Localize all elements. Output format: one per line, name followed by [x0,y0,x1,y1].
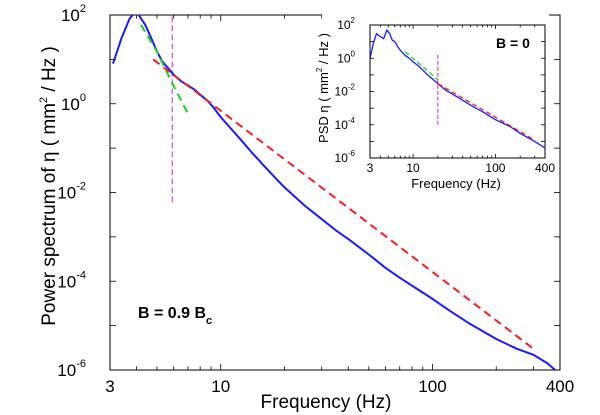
main-series-spectrum [112,15,557,370]
inset-y-tick-label: 100 [337,49,355,65]
inset-x-tick-label: 100 [485,161,505,175]
inset-y-tick-label: 10-6 [335,149,356,165]
main-x-tick-label: 100 [418,377,446,396]
inset-series-power-law-fit [437,83,536,141]
main-y-label-superscript: 2 [38,97,50,103]
main-series-power-law-fit [152,58,535,350]
inset-x-tick-label: 400 [535,161,555,175]
inset-axis-ticks: 3 10 100 400 102 100 10-2 10-4 10-6 [335,16,556,175]
inset-x-axis-label: Frequency (Hz) [411,176,501,191]
inset-y-label-superscript: 2 [315,67,324,72]
main-annotation-subscript: c [206,315,212,327]
inset-y-label-part: PSD η ( mm [316,72,331,143]
main-y-tick-label: 10-2 [57,181,86,203]
main-x-tick-label: 3 [105,377,114,396]
main-y-tick-label: 102 [61,3,86,25]
main-y-label-part: Power spectrum of η ( mm [39,103,60,326]
main-y-tick-label: 100 [61,92,86,114]
main-x-axis-label: Frequency (Hz) [261,392,392,413]
main-y-tick-label: 10-6 [57,358,86,380]
main-y-label-part: / Hz ) [39,46,60,97]
main-y-axis-label: Power spectrum of η ( mm2 / Hz ) [38,46,60,326]
inset-y-axis-label: PSD η ( mm2 / Hz ) [315,33,331,143]
inset-series-group [370,29,545,149]
main-x-tick-label: 400 [546,377,574,396]
inset-background [322,13,549,184]
main-series-group [112,15,557,370]
main-annotation-text: B = 0.9 B [138,305,206,322]
inset-series-low-frequency-fit [404,51,439,81]
inset-annotation: B = 0 [496,35,530,51]
main-series-low-frequency-fit [140,24,189,115]
inset-x-tick-label: 3 [367,161,374,175]
inset-x-tick-label: 10 [406,161,420,175]
main-annotation: B = 0.9 Bc [138,305,212,327]
inset-chart: 3 10 100 400 102 100 10-2 10-4 10-6 Frequency (H… [315,13,555,191]
inset-y-label-part: / Hz ) [316,33,331,68]
main-x-tick-label: 10 [211,377,230,396]
inset-y-tick-label: 10-2 [335,83,356,99]
inset-y-tick-label: 10-4 [335,116,356,132]
main-y-tick-label: 10-4 [57,269,86,291]
inset-y-tick-label: 102 [337,16,355,32]
inset-series-spectrum [370,29,545,149]
